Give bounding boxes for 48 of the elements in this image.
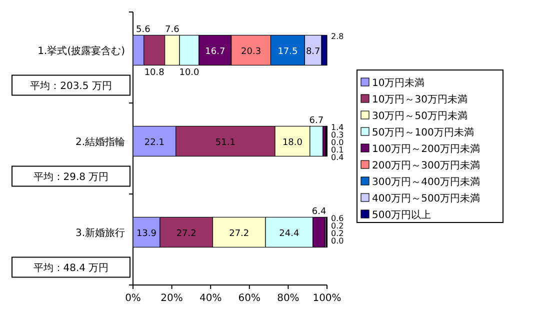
data-label: 0.2 <box>331 229 344 238</box>
x-tick-label: 20% <box>160 293 183 304</box>
data-label: 0.3 <box>331 130 344 140</box>
text: 平均：29.8 万円 <box>33 171 109 184</box>
data-label: 0.1 <box>331 145 344 154</box>
data-label: 0.0 <box>331 138 344 148</box>
data-label: 51.1 <box>215 138 236 148</box>
data-label: 16.7 <box>205 47 226 58</box>
legend-label: 300万円～400万円未満 <box>372 176 480 188</box>
legend-label: 500万円以上 <box>372 209 432 221</box>
x-tick-label: 0% <box>125 293 141 304</box>
data-label: 24.4 <box>279 229 300 240</box>
legend-label: 10万円～30万円未満 <box>372 94 468 106</box>
data-label: 0.2 <box>331 222 344 231</box>
x-tick-label: 80% <box>277 293 300 304</box>
data-label: 2.8 <box>331 32 344 42</box>
y-tick-label: 1.挙式(披露宴含む) <box>38 45 126 58</box>
legend-label: 400万円～500万円未満 <box>372 192 480 204</box>
data-label: 10.8 <box>144 68 165 78</box>
data-label: 5.6 <box>136 25 151 36</box>
text: 平均：48.4 万円 <box>33 262 109 274</box>
data-label: 17.5 <box>278 47 298 58</box>
text: 平均：203.5 万円 <box>30 80 112 92</box>
y-tick-label: 3.新婚旅行 <box>75 227 125 240</box>
data-label: 1.4 <box>331 123 344 132</box>
data-label: 10.0 <box>179 68 200 78</box>
legend-label: 200万円～300万円未満 <box>372 160 480 172</box>
data-label: 6.7 <box>309 116 324 126</box>
data-label: 6.4 <box>312 207 326 218</box>
legend-label: 10万円未満 <box>372 77 425 89</box>
x-tick-label: 100% <box>312 293 342 304</box>
data-label: 22.1 <box>144 138 164 148</box>
data-label: 20.3 <box>241 47 262 58</box>
data-label: 8.7 <box>306 47 320 58</box>
data-label: 0.4 <box>331 152 344 162</box>
legend-label: 30万円～50万円未満 <box>372 110 468 122</box>
data-label: 27.2 <box>176 229 196 240</box>
data-label: 0.0 <box>331 236 344 246</box>
x-tick-label: 40% <box>199 293 222 304</box>
data-label: 0.6 <box>331 214 344 224</box>
legend-label: 100万円～200万円未満 <box>372 143 480 155</box>
data-label: 13.9 <box>136 229 157 240</box>
legend-label: 50万円～100万円未満 <box>372 126 474 138</box>
y-tick-label: 2.結婚指輪 <box>75 136 125 148</box>
data-label: 27.2 <box>229 229 250 240</box>
data-label: 7.6 <box>165 25 180 36</box>
x-tick-label: 60% <box>238 293 261 304</box>
data-label: 18.0 <box>282 138 303 148</box>
